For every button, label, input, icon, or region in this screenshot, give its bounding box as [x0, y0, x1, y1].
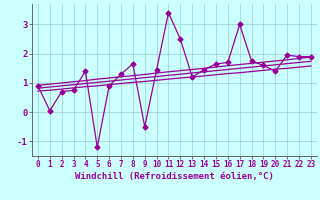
X-axis label: Windchill (Refroidissement éolien,°C): Windchill (Refroidissement éolien,°C) — [75, 172, 274, 181]
